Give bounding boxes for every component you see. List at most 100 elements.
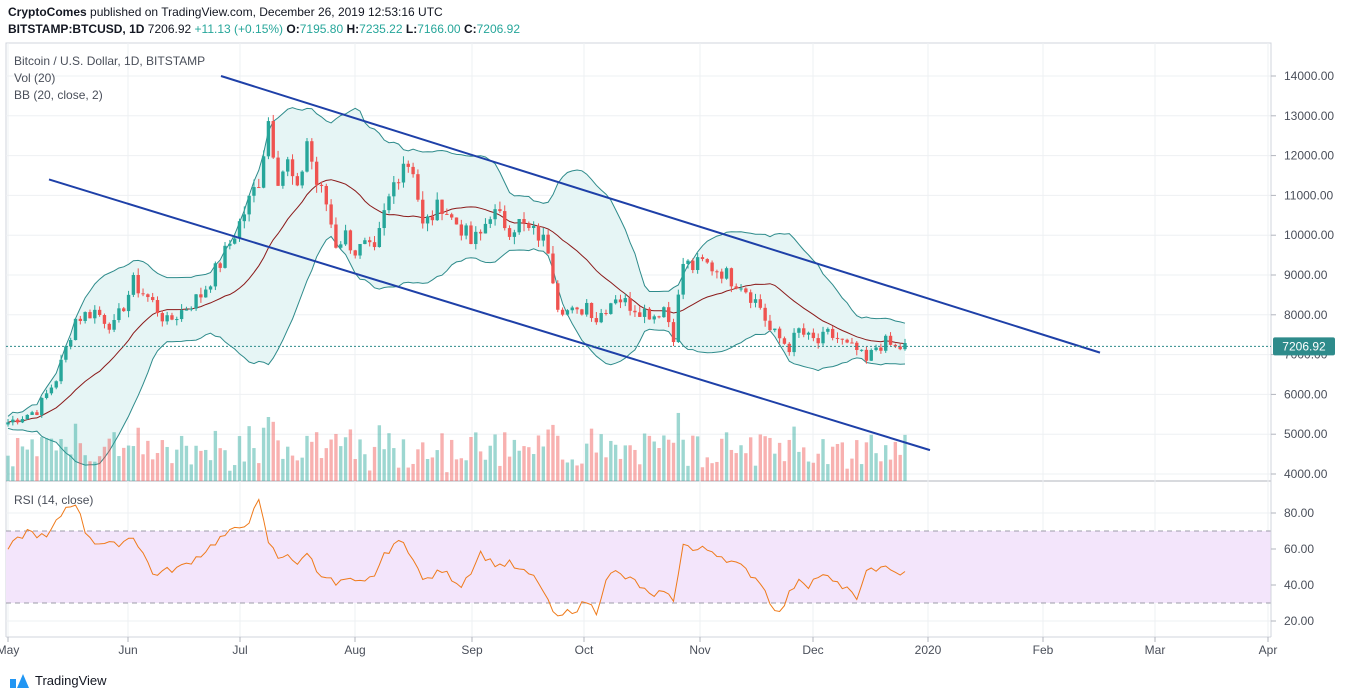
candle-body: [623, 298, 627, 303]
volume-bar: [686, 465, 690, 481]
candle-body: [30, 412, 34, 415]
candle-body: [396, 182, 401, 184]
tradingview-brand[interactable]: TradingView: [10, 673, 107, 688]
volume-bar: [218, 448, 222, 481]
volume-bar: [266, 417, 271, 481]
candle-body: [667, 307, 671, 323]
volume-bar: [194, 445, 198, 481]
candle-body: [237, 221, 242, 239]
bollinger-bands: [7, 107, 906, 466]
candle-body: [49, 387, 54, 394]
volume-bar: [44, 438, 49, 481]
candle-body: [686, 260, 690, 264]
volume-legend[interactable]: Vol (20): [14, 71, 56, 85]
candle-body: [845, 339, 849, 343]
candle-body: [59, 359, 63, 382]
candle-body: [522, 219, 526, 224]
candle-body: [179, 310, 184, 320]
volume-bar: [392, 448, 396, 481]
trend-channel[interactable]: [48, 75, 1101, 452]
candle-body: [343, 230, 348, 245]
candle-body: [503, 211, 507, 229]
candle-body: [271, 121, 275, 158]
volume-bar: [363, 454, 367, 481]
rsi-band-fill: [6, 531, 1271, 603]
volume-bar: [112, 432, 116, 481]
candle-body: [536, 225, 541, 241]
volume-bar: [898, 454, 902, 481]
candle-body: [44, 393, 49, 398]
tradingview-logo-icon: [10, 673, 30, 688]
candle-body: [811, 332, 816, 339]
price-tick-label: 6000.00: [1284, 387, 1328, 401]
candle-body: [348, 230, 353, 251]
candle-body: [681, 263, 685, 295]
candle-body: [705, 259, 709, 263]
candle-body: [425, 216, 430, 224]
candle-body: [54, 381, 58, 388]
volume-bar: [440, 433, 444, 481]
candle-body: [73, 318, 78, 341]
candle-body: [604, 312, 608, 314]
candle-body: [290, 159, 295, 177]
volume-bar: [175, 449, 179, 481]
candle-body: [531, 225, 536, 228]
candle-body: [131, 274, 136, 295]
candle-body: [469, 225, 473, 245]
volume-bar: [15, 437, 20, 481]
open-value: 7195.80: [299, 22, 344, 36]
candle-body: [695, 257, 700, 271]
volume-bar: [464, 460, 468, 481]
author-name[interactable]: CryptoComes: [8, 5, 87, 19]
volume-bar: [155, 453, 160, 481]
candle-body: [353, 250, 357, 256]
volume-bar: [59, 439, 63, 481]
candle-body: [141, 293, 145, 295]
candle-body: [691, 260, 695, 271]
volume-bar: [11, 466, 15, 481]
volume-bar: [797, 451, 801, 481]
volume-bar: [888, 459, 893, 481]
volume-bar: [421, 442, 425, 481]
candle-body: [560, 309, 565, 315]
volume-bar: [184, 445, 189, 481]
volume-bar: [247, 426, 251, 481]
volume-bar: [869, 434, 873, 481]
candle-body: [286, 159, 290, 172]
candle-body: [628, 298, 632, 311]
volume-bar: [628, 445, 632, 481]
volume-bar: [710, 463, 714, 481]
candle-body: [773, 328, 777, 331]
rsi-legend[interactable]: RSI (14, close): [14, 493, 94, 507]
volume-bar: [319, 458, 324, 481]
volume-bar: [541, 446, 545, 481]
candle-body: [898, 346, 902, 350]
candle-body: [657, 316, 661, 318]
candle-body: [112, 320, 116, 330]
volume-bar: [859, 464, 864, 481]
volume-bar: [401, 439, 406, 481]
candle-body: [382, 210, 386, 229]
bb-lower-line: [7, 235, 906, 466]
volume-bar: [821, 439, 825, 481]
candle-body: [840, 338, 844, 340]
candle-body: [459, 224, 464, 236]
candle-body: [276, 157, 280, 186]
main-legend[interactable]: Bitcoin / U.S. Dollar, 1D, BITSTAMP: [14, 54, 206, 68]
candle-body: [78, 318, 83, 321]
candle-body: [88, 312, 92, 319]
candle-body: [512, 232, 517, 237]
volume-bar: [49, 438, 54, 481]
candle-body: [787, 343, 791, 353]
candle-body: [830, 328, 835, 338]
candle-body: [218, 263, 222, 268]
volume-bar: [368, 470, 372, 481]
volume-bar: [720, 438, 724, 481]
volume-bar: [281, 458, 285, 481]
candle-body: [430, 216, 435, 221]
candle-body: [792, 332, 796, 353]
candle-body: [802, 328, 806, 335]
bb-legend[interactable]: BB (20, close, 2): [14, 88, 103, 102]
candle-body: [556, 283, 560, 310]
